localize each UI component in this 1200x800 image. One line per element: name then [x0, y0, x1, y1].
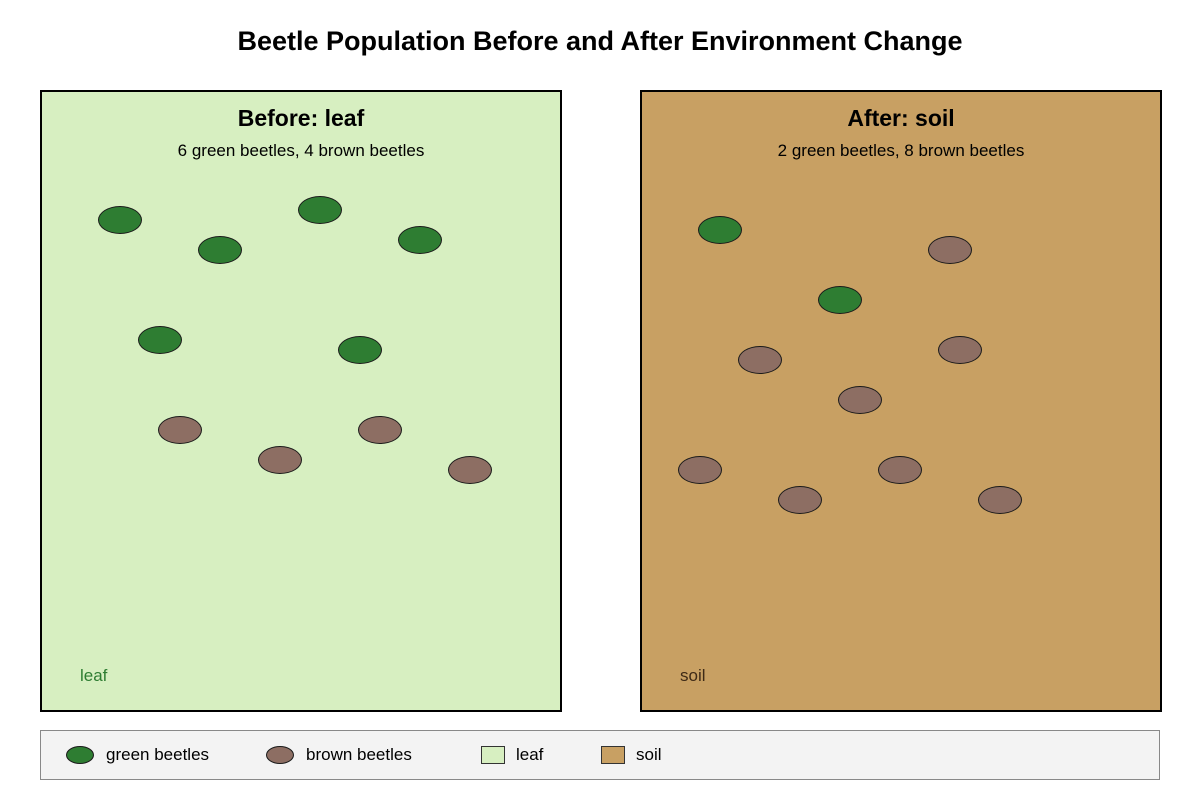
legend-label-brown-beetles: brown beetles — [306, 745, 412, 764]
brown-beetle-swatch — [266, 746, 294, 764]
brown-beetle — [878, 456, 922, 484]
green-beetle — [698, 216, 742, 244]
legend-item-green-beetles: green beetles — [66, 731, 209, 779]
before-panel: Before: leaf 6 green beetles, 4 brown be… — [40, 90, 562, 712]
green-beetle — [138, 326, 182, 354]
diagram-title: Beetle Population Before and After Envir… — [237, 26, 963, 56]
brown-beetle — [928, 236, 972, 264]
brown-beetle — [258, 446, 302, 474]
leaf-environment-label: leaf — [80, 666, 108, 685]
brown-beetle — [938, 336, 982, 364]
after-panel-counts: 2 green beetles, 8 brown beetles — [777, 141, 1025, 160]
after-panel-title: After: soil — [847, 105, 955, 131]
legend-item-brown-beetles: brown beetles — [266, 731, 412, 779]
before-panel-counts: 6 green beetles, 4 brown beetles — [177, 141, 425, 160]
green-beetle — [818, 286, 862, 314]
legend-item-leaf: leaf — [481, 731, 543, 779]
after-panel: After: soil 2 green beetles, 8 brown bee… — [640, 90, 1162, 712]
brown-beetle — [158, 416, 202, 444]
green-beetle — [338, 336, 382, 364]
brown-beetle — [358, 416, 402, 444]
brown-beetle — [448, 456, 492, 484]
before-panel-title: Before: leaf — [237, 105, 365, 131]
soil-swatch — [601, 746, 625, 764]
brown-beetle — [838, 386, 882, 414]
legend-item-soil: soil — [601, 731, 662, 779]
legend-label-soil: soil — [636, 745, 662, 764]
brown-beetle — [738, 346, 782, 374]
green-beetle-swatch — [66, 746, 94, 764]
brown-beetle — [678, 456, 722, 484]
legend: green beetles brown beetles leaf soil — [40, 730, 1160, 780]
green-beetle — [98, 206, 142, 234]
leaf-swatch — [481, 746, 505, 764]
green-beetle — [298, 196, 342, 224]
green-beetle — [398, 226, 442, 254]
brown-beetle — [778, 486, 822, 514]
soil-environment-label: soil — [680, 666, 706, 685]
legend-label-leaf: leaf — [516, 745, 544, 764]
legend-label-green-beetles: green beetles — [106, 745, 210, 764]
green-beetle — [198, 236, 242, 264]
brown-beetle — [978, 486, 1022, 514]
